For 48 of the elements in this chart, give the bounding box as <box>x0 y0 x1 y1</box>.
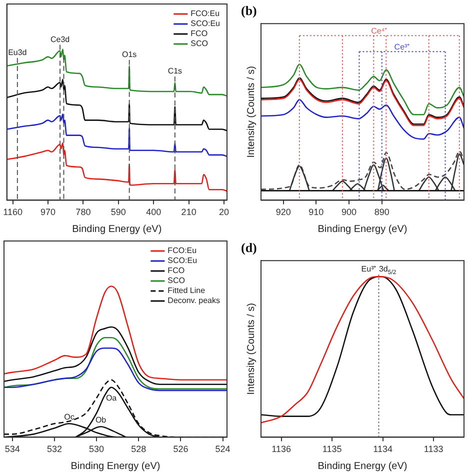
ref-line-label: Ce³⁺ <box>394 42 410 52</box>
x-tick-label: 890 <box>374 207 390 218</box>
x-axis-title: Binding Energy (eV) <box>70 460 160 472</box>
annotation: Oc <box>64 412 74 422</box>
ref-line-label: O1s <box>122 50 137 59</box>
legend-label: FCO <box>168 266 185 276</box>
x-tick-label: 920 <box>276 207 291 218</box>
x-tick-label: 534 <box>4 444 20 454</box>
x-tick-label: 532 <box>46 444 62 454</box>
x-axis-title: Binding Energy (eV) <box>318 460 408 472</box>
x-tick-label: 780 <box>76 207 91 218</box>
x-axis-title: Binding Energy (eV) <box>318 224 408 235</box>
annotation: Ob <box>95 416 107 425</box>
legend-label: Fitted Line <box>168 286 206 296</box>
x-tick-label: 530 <box>89 444 104 454</box>
x-tick-label: 910 <box>308 207 324 218</box>
y-axis-title: Intensity (Counts / s) <box>246 303 257 395</box>
legend-label: SCO <box>168 276 186 286</box>
annotation: Oa <box>106 393 118 402</box>
x-tick-label: 400 <box>146 207 162 218</box>
x-tick-label: 1133 <box>424 444 444 454</box>
legend-label: SCO:Eu <box>168 256 198 266</box>
legend-label: Deconv. peaks <box>168 296 220 306</box>
x-tick-label: 524 <box>215 444 230 454</box>
y-axis-title: Intensity (Counts / s) <box>246 66 257 158</box>
x-tick-label: 590 <box>110 207 126 218</box>
x-tick-label: 210 <box>181 207 196 218</box>
legend-label: FCO:Eu <box>168 246 197 256</box>
x-tick-label: 526 <box>173 444 188 454</box>
chart-title: (b) <box>241 3 257 18</box>
legend-label: SCO <box>190 39 208 48</box>
legend-label: FCO <box>190 29 208 38</box>
ref-line-label: C1s <box>168 66 182 76</box>
x-tick-label: 528 <box>131 444 146 454</box>
x-tick-label: 900 <box>342 207 357 218</box>
legend-label: SCO:Eu <box>190 19 220 28</box>
x-tick-label: 1160 <box>3 207 22 218</box>
chart-title: (d) <box>241 240 257 256</box>
x-tick-label: 20 <box>219 207 230 218</box>
ref-line-label: Ce⁴⁺ <box>371 26 388 36</box>
x-tick-label: 1136 <box>272 444 291 454</box>
ref-line-label: Eu3d <box>8 48 27 58</box>
x-tick-label: 1135 <box>322 444 342 454</box>
x-tick-label: 1134 <box>373 444 392 454</box>
x-tick-label: 970 <box>40 207 56 218</box>
legend-label: FCO:Eu <box>190 9 220 18</box>
ref-line-label: Ce3d <box>50 34 70 44</box>
x-axis-title: Binding Energy (eV) <box>72 224 162 235</box>
